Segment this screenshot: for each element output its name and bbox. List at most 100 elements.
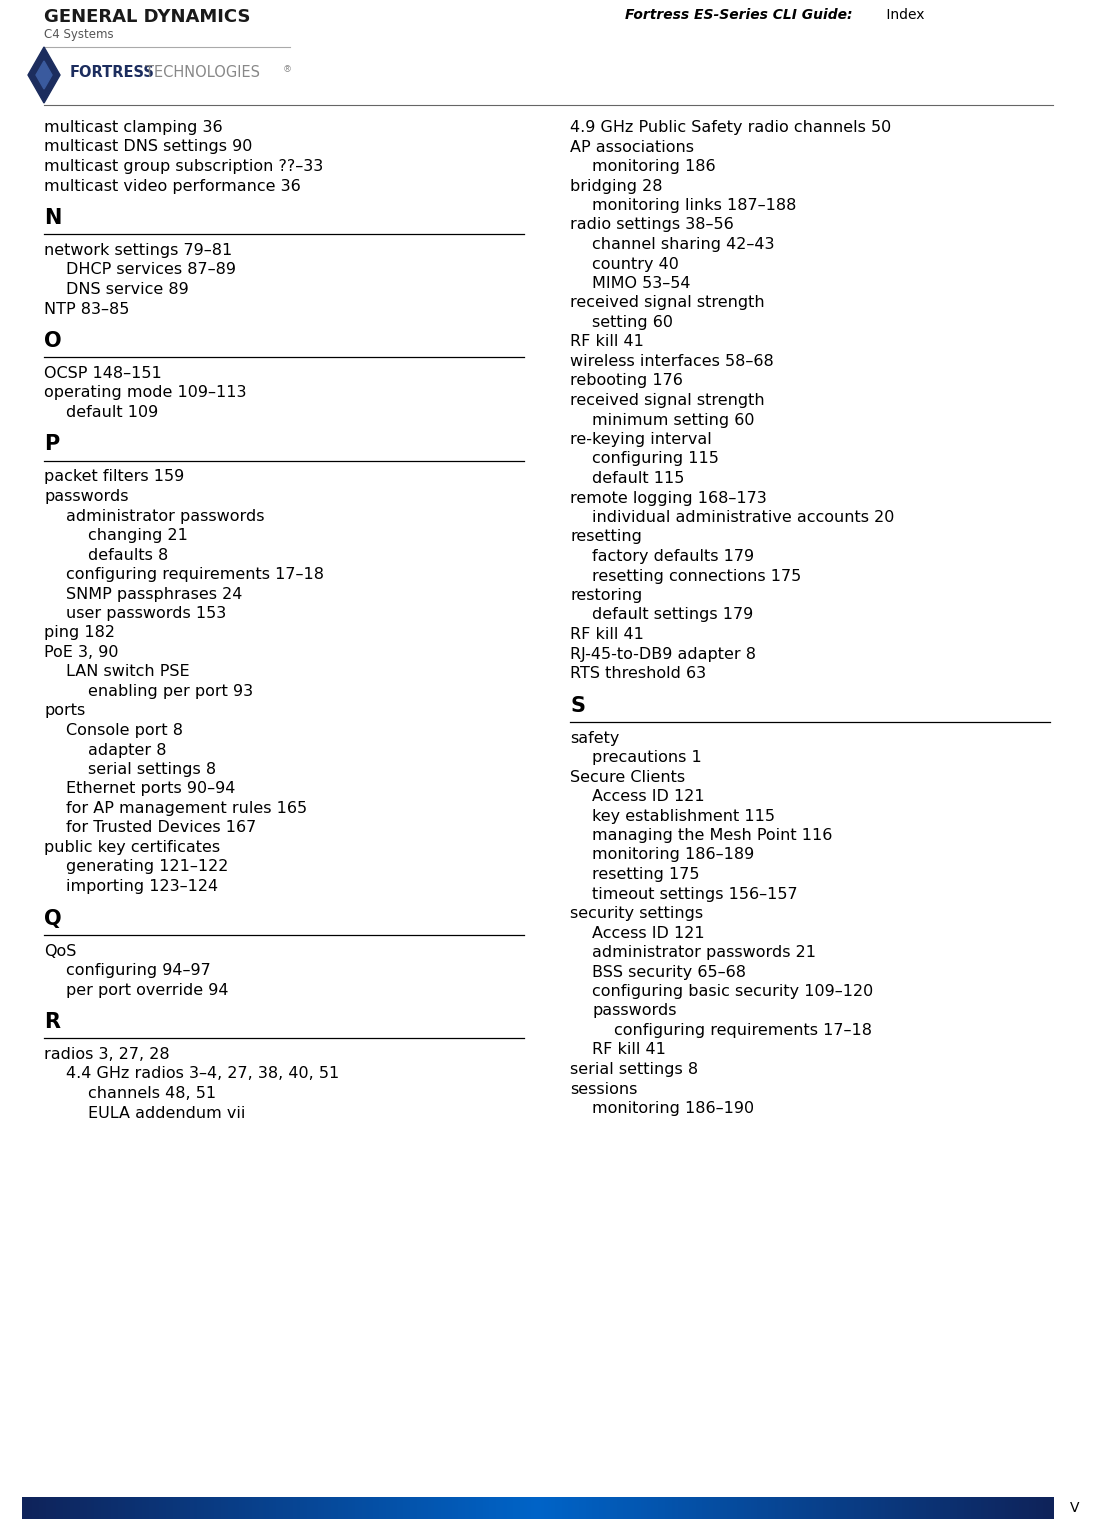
Bar xyxy=(449,1496,453,1519)
Text: adapter 8: adapter 8 xyxy=(88,742,167,757)
Bar xyxy=(404,1496,408,1519)
Bar xyxy=(444,1496,449,1519)
Bar xyxy=(301,1496,305,1519)
Bar xyxy=(104,1496,109,1519)
Bar xyxy=(953,1496,958,1519)
Bar xyxy=(840,1496,845,1519)
Bar xyxy=(452,1496,456,1519)
Bar xyxy=(699,1496,703,1519)
Bar xyxy=(850,1496,855,1519)
Bar xyxy=(98,1496,102,1519)
Bar xyxy=(1002,1496,1006,1519)
Bar xyxy=(218,1496,223,1519)
Text: V: V xyxy=(1071,1501,1079,1515)
Bar xyxy=(1036,1496,1040,1519)
Bar xyxy=(83,1496,88,1519)
Bar xyxy=(346,1496,350,1519)
Bar xyxy=(400,1496,405,1519)
Bar xyxy=(528,1496,532,1519)
Bar xyxy=(365,1496,370,1519)
Bar xyxy=(781,1496,785,1519)
Bar xyxy=(785,1496,790,1519)
Text: monitoring links 187–188: monitoring links 187–188 xyxy=(592,199,796,212)
Text: LAN switch PSE: LAN switch PSE xyxy=(66,664,190,680)
Bar xyxy=(734,1496,738,1519)
Bar xyxy=(987,1496,992,1519)
Bar xyxy=(620,1496,624,1519)
Bar xyxy=(325,1496,329,1519)
Bar xyxy=(510,1496,514,1519)
Bar xyxy=(476,1496,480,1519)
Text: individual administrative accounts 20: individual administrative accounts 20 xyxy=(592,510,894,525)
Bar xyxy=(651,1496,655,1519)
Text: default 109: default 109 xyxy=(66,405,158,420)
Bar xyxy=(328,1496,332,1519)
Text: key establishment 115: key establishment 115 xyxy=(592,808,774,823)
Bar xyxy=(321,1496,326,1519)
Text: Access ID 121: Access ID 121 xyxy=(592,925,704,941)
Text: passwords: passwords xyxy=(592,1003,677,1019)
Bar xyxy=(465,1496,470,1519)
Bar xyxy=(314,1496,318,1519)
Bar xyxy=(180,1496,184,1519)
Bar xyxy=(349,1496,353,1519)
Text: security settings: security settings xyxy=(570,906,703,921)
Bar xyxy=(661,1496,666,1519)
Bar xyxy=(307,1496,312,1519)
Text: C4 Systems: C4 Systems xyxy=(44,27,114,41)
Bar xyxy=(228,1496,233,1519)
Text: public key certificates: public key certificates xyxy=(44,840,220,855)
Bar xyxy=(1050,1496,1054,1519)
Bar xyxy=(73,1496,78,1519)
Text: QoS: QoS xyxy=(44,944,77,959)
Bar xyxy=(968,1496,972,1519)
Text: Access ID 121: Access ID 121 xyxy=(592,789,704,805)
Bar xyxy=(29,1496,33,1519)
Bar xyxy=(428,1496,432,1519)
Bar xyxy=(94,1496,99,1519)
Bar xyxy=(410,1496,415,1519)
Bar xyxy=(420,1496,426,1519)
Bar xyxy=(833,1496,837,1519)
Text: configuring requirements 17–18: configuring requirements 17–18 xyxy=(614,1023,872,1038)
Bar xyxy=(88,1496,92,1519)
Text: user passwords 153: user passwords 153 xyxy=(66,606,226,621)
Text: per port override 94: per port override 94 xyxy=(66,982,228,997)
Bar xyxy=(1022,1496,1027,1519)
Text: generating 121–122: generating 121–122 xyxy=(66,860,228,875)
Text: passwords: passwords xyxy=(44,489,128,504)
Bar xyxy=(682,1496,687,1519)
Bar xyxy=(500,1496,505,1519)
Bar xyxy=(32,1496,36,1519)
Bar xyxy=(602,1496,608,1519)
Bar xyxy=(792,1496,796,1519)
Bar xyxy=(256,1496,260,1519)
Text: configuring requirements 17–18: configuring requirements 17–18 xyxy=(66,567,324,582)
Bar xyxy=(884,1496,889,1519)
Bar xyxy=(626,1496,631,1519)
Bar xyxy=(135,1496,139,1519)
Bar xyxy=(173,1496,178,1519)
Bar xyxy=(977,1496,982,1519)
Text: channel sharing 42–43: channel sharing 42–43 xyxy=(592,237,774,252)
Bar xyxy=(125,1496,129,1519)
Bar xyxy=(152,1496,157,1519)
Text: BSS security 65–68: BSS security 65–68 xyxy=(592,965,746,979)
Bar xyxy=(1032,1496,1037,1519)
Bar xyxy=(56,1496,60,1519)
Bar xyxy=(231,1496,236,1519)
Bar xyxy=(744,1496,748,1519)
Bar xyxy=(211,1496,215,1519)
Bar xyxy=(710,1496,714,1519)
Bar xyxy=(929,1496,934,1519)
Bar xyxy=(726,1496,731,1519)
Bar xyxy=(249,1496,253,1519)
Bar xyxy=(496,1496,500,1519)
Text: changing 21: changing 21 xyxy=(88,528,188,544)
Bar xyxy=(280,1496,284,1519)
Bar xyxy=(1015,1496,1019,1519)
Bar xyxy=(981,1496,985,1519)
Bar xyxy=(864,1496,869,1519)
Bar xyxy=(262,1496,267,1519)
Bar xyxy=(617,1496,621,1519)
